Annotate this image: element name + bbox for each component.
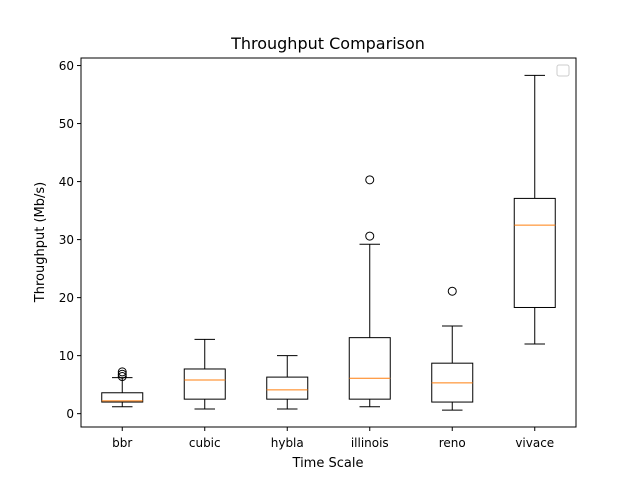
outlier-point [365, 231, 375, 241]
x-tick-label: cubic [189, 436, 221, 450]
y-tick-label: 10 [59, 349, 74, 363]
y-axis: 0 10 20 30 40 50 60 [59, 59, 81, 421]
outlier-point [117, 367, 127, 377]
legend-box [556, 64, 570, 77]
iqr-box [101, 392, 144, 403]
outlier-point [447, 286, 457, 296]
box-group-illinois [348, 175, 391, 408]
outlier-point [365, 175, 375, 185]
iqr-box [183, 368, 226, 400]
iqr-box [348, 337, 391, 400]
y-tick-label: 50 [59, 117, 74, 131]
iqr-box [266, 376, 309, 400]
y-tick-label: 40 [59, 175, 74, 189]
outlier-point [117, 372, 127, 382]
x-axis-label: Time Scale [292, 456, 364, 471]
y-tick-label: 20 [59, 291, 74, 305]
iqr-box [513, 197, 556, 308]
y-axis-label: Throughput (Mb/s) [33, 182, 48, 303]
box-group-bbr [101, 367, 144, 408]
y-tick-label: 0 [66, 407, 74, 421]
box-group-cubic [183, 338, 226, 410]
x-tick-label: vivace [515, 436, 554, 450]
y-tick-label: 30 [59, 233, 74, 247]
y-tick-label: 60 [59, 59, 74, 73]
x-tick-label: illinois [351, 436, 389, 450]
outlier-point [117, 369, 127, 379]
chart-title: Throughput Comparison [230, 34, 425, 53]
boxes-layer [101, 74, 556, 411]
box-group-reno [431, 286, 474, 411]
x-tick-label: reno [439, 436, 466, 450]
box-group-vivace [513, 74, 556, 345]
x-tick-label: bbr [112, 436, 132, 450]
plot-frame [80, 57, 577, 428]
x-tick-label: hybla [271, 436, 304, 450]
box-group-hybla [266, 355, 309, 410]
x-axis: bbr cubic hybla illinois reno vivace [112, 427, 554, 450]
